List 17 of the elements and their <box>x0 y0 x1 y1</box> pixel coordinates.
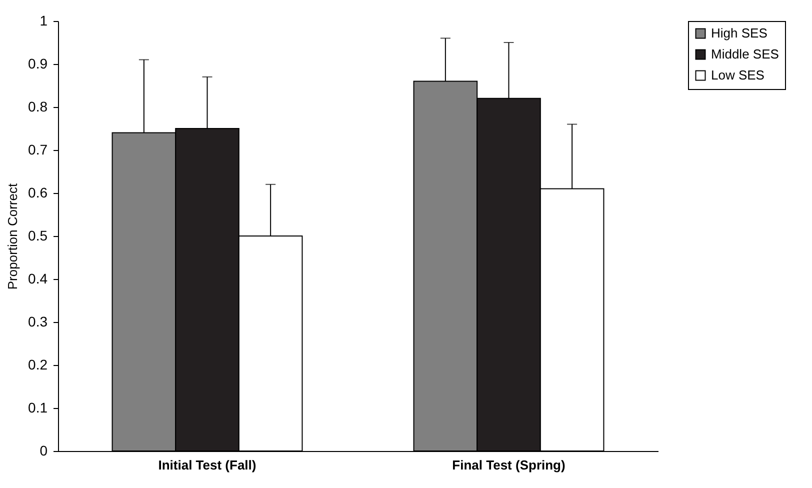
y-tick-label: 0.2 <box>28 356 48 372</box>
y-tick-label: 0.5 <box>28 228 48 244</box>
x-tick-label: Initial Test (Fall) <box>158 458 256 472</box>
y-tick-label: 0 <box>40 442 48 458</box>
y-tick-label: 0.1 <box>28 400 48 416</box>
y-tick-label: 0.3 <box>28 314 48 330</box>
legend-label: Middle SES <box>711 46 780 62</box>
legend-label: High SES <box>711 26 768 40</box>
y-tick-label: 0.6 <box>28 184 48 200</box>
y-tick-label: 0.4 <box>28 270 48 286</box>
y-tick-label: 0.9 <box>28 56 48 72</box>
y-tick-label: 0.7 <box>28 142 48 158</box>
y-axis-title: Proportion Correct <box>5 183 20 290</box>
y-tick-label: 0.8 <box>28 98 48 114</box>
x-tick-label: Final Test (Spring) <box>452 458 566 472</box>
y-tick-label: 1 <box>40 12 48 28</box>
legend-label: Low SES <box>711 68 765 82</box>
